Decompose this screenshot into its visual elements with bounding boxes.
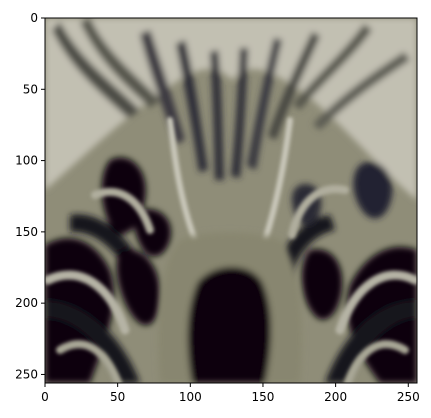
light-stripe — [45, 270, 130, 335]
upper-stripe — [176, 40, 208, 172]
light-stripe — [288, 185, 349, 239]
upper-stripe — [52, 22, 140, 118]
light-stripe — [335, 270, 417, 335]
y-tick-label: 250 — [15, 367, 38, 381]
upper-stripe — [140, 30, 185, 144]
right-blob — [353, 161, 393, 219]
upper-stripe — [293, 24, 372, 110]
y-axis-ticks: 0 50 100 150 200 250 — [15, 11, 45, 381]
upper-stripe — [210, 50, 224, 180]
y-tick-label: 100 — [15, 154, 38, 168]
x-tick-label: 200 — [324, 390, 347, 404]
x-tick-label: 150 — [252, 390, 275, 404]
upper-stripe — [231, 48, 248, 178]
upper-stripe — [247, 38, 282, 170]
left-stripe — [45, 300, 140, 383]
light-stripe — [167, 117, 198, 243]
zebra-nose — [187, 267, 271, 383]
x-tick-label: 250 — [397, 390, 420, 404]
axes-frame — [44, 17, 418, 384]
y-tick-label: 50 — [23, 82, 38, 96]
upper-stripe — [268, 32, 320, 140]
y-tick-label: 150 — [15, 225, 38, 239]
y-tick-label: 200 — [15, 296, 38, 310]
right-blob — [301, 249, 343, 320]
y-tick-label: 0 — [30, 11, 38, 25]
left-blob — [116, 249, 161, 326]
light-stripe — [344, 340, 409, 383]
zebra-image — [45, 18, 417, 383]
x-tick-label: 0 — [41, 390, 49, 404]
x-axis-ticks: 0 50 100 150 200 250 — [41, 383, 420, 404]
light-stripe — [262, 117, 293, 243]
upper-stripe — [313, 52, 410, 130]
upper-stripe — [80, 18, 160, 108]
right-stripe — [325, 300, 417, 383]
light-stripe — [91, 187, 154, 234]
light-stripe — [56, 340, 122, 383]
x-tick-label: 100 — [179, 390, 202, 404]
forehead-light-area — [45, 18, 417, 200]
x-tick-label: 50 — [110, 390, 125, 404]
